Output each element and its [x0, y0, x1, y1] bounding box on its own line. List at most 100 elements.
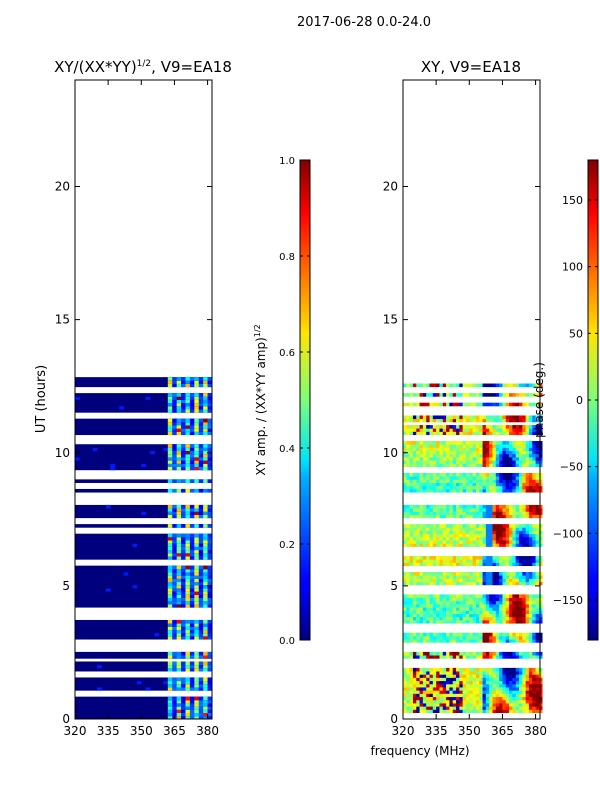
heat-cell [449, 655, 454, 659]
heat-cell [522, 693, 526, 698]
heat-cell [172, 479, 177, 483]
heat-cell [198, 396, 204, 400]
heat-cell [452, 600, 457, 605]
heat-cell [419, 693, 424, 698]
heat-cell [432, 651, 437, 656]
heat-cell [185, 453, 191, 458]
heat-cell [538, 431, 543, 436]
heat-cell [449, 511, 454, 515]
heat-cell [512, 680, 516, 685]
heat-cell [489, 693, 493, 698]
heat-row [75, 619, 212, 624]
heat-cell [167, 623, 173, 627]
heat-cell [403, 610, 407, 614]
heat-cell [499, 504, 503, 509]
heat-cell [485, 533, 490, 538]
heat-cell [522, 415, 526, 420]
heat-cell [492, 655, 497, 659]
heat-cell [535, 527, 540, 531]
heat-cell [495, 450, 500, 455]
heat-cell [439, 450, 444, 455]
heat-cell [522, 418, 526, 423]
heat-cell [489, 431, 493, 436]
heat-cell [105, 588, 111, 592]
heat-cell [181, 712, 186, 717]
heat-cell [442, 597, 447, 602]
heat-cell [502, 603, 507, 608]
heat-cell [499, 635, 503, 640]
heat-cell [462, 639, 467, 643]
heat-cell [406, 562, 410, 567]
heat-cell [475, 603, 480, 608]
heat-cell [446, 447, 450, 452]
heat-cell [472, 476, 477, 480]
heat-cell [416, 677, 420, 682]
heat-cell [479, 450, 483, 455]
heat-cell [499, 632, 503, 637]
heat-row [75, 677, 212, 682]
heat-cell [176, 488, 182, 493]
heat-cell [167, 575, 173, 579]
heat-cell [512, 540, 516, 544]
heat-cell [512, 594, 516, 598]
heat-cell [452, 479, 457, 483]
heat-cell [416, 393, 420, 397]
heat-cell [505, 383, 510, 388]
heat-cell [492, 667, 497, 672]
heat-cell [509, 457, 513, 461]
heat-cell [465, 616, 470, 621]
heat-cell [172, 428, 177, 432]
heat-cell [465, 485, 470, 490]
heat-cell [176, 635, 182, 640]
heat-cell [515, 431, 520, 436]
heat-cell [489, 447, 493, 452]
heat-row [75, 687, 212, 691]
heat-cell [416, 431, 420, 436]
heat-cell [409, 431, 414, 436]
heat-cell [167, 706, 173, 710]
heat-cell [419, 482, 424, 487]
heat-cell [512, 619, 516, 624]
heat-cell [459, 671, 463, 675]
heat-cell [426, 639, 430, 643]
heat-cell [502, 457, 507, 461]
heat-cell [512, 639, 516, 643]
heat-cell [489, 476, 493, 480]
heat-cell [189, 703, 195, 707]
heat-cell [515, 677, 520, 682]
heat-cell [509, 667, 513, 672]
heat-cell [194, 667, 200, 672]
heat-cell [181, 699, 186, 704]
heat-cell [489, 562, 493, 567]
heat-cell [505, 453, 510, 458]
heat-cell [485, 559, 490, 563]
heat-cell [194, 568, 200, 573]
heat-cell [538, 415, 543, 420]
heat-cell [194, 699, 200, 704]
heat-cell [469, 613, 473, 618]
heat-cell [509, 508, 513, 512]
heat-cell [194, 536, 200, 541]
heat-cell [422, 540, 427, 544]
heat-cell [416, 693, 420, 698]
heat-cell [485, 457, 490, 461]
heat-cell [509, 504, 513, 509]
heat-cell [189, 696, 195, 701]
heat-cell [446, 639, 450, 643]
heat-cell [446, 425, 450, 429]
heat-cell [475, 703, 480, 707]
heat-cell [482, 540, 487, 544]
heat-cell [495, 393, 500, 397]
heat-cell [505, 572, 510, 576]
heat-cell [538, 418, 543, 423]
heat-cell [502, 578, 507, 583]
heat-cell [409, 693, 414, 698]
suptitle: 2017-06-28 0.0-24.0 [297, 15, 431, 30]
heat-cell [176, 588, 182, 592]
heat-cell [176, 536, 182, 541]
heat-cell [449, 460, 454, 464]
heat-cell [446, 514, 450, 519]
heat-cell [452, 655, 457, 659]
heat-cell [519, 393, 523, 397]
